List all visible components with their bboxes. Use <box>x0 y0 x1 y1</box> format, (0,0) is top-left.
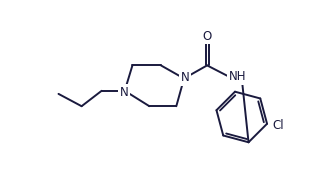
Text: N: N <box>120 86 128 99</box>
Text: N: N <box>180 71 189 84</box>
Text: NH: NH <box>229 70 246 84</box>
Text: O: O <box>202 30 212 43</box>
Text: Cl: Cl <box>272 119 284 132</box>
